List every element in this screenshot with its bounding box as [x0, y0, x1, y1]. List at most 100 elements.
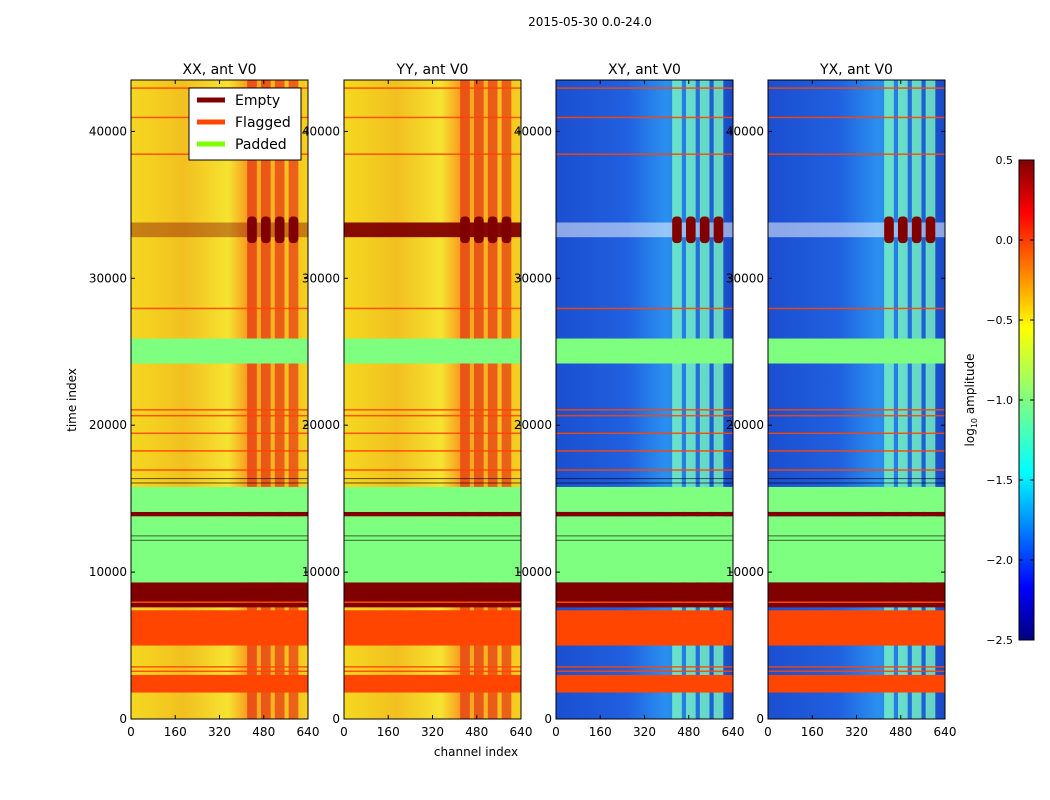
colorbar-label: log10 amplitude	[963, 354, 979, 447]
flag-line-1	[768, 670, 945, 673]
band-padded-7	[344, 486, 521, 512]
band-rule-0	[344, 539, 521, 541]
flag-line-4	[768, 450, 945, 452]
event-block-1	[473, 216, 484, 244]
event-block-2	[911, 216, 922, 244]
y-tick-label: 10000	[89, 565, 127, 579]
band-rule-1	[768, 535, 945, 537]
x-tick-label: 0	[764, 725, 772, 739]
x-tick-label: 480	[677, 725, 700, 739]
event-block-0	[884, 216, 894, 244]
flag-line-4	[131, 450, 308, 452]
band-rule-3	[131, 478, 308, 480]
band-empty-6	[344, 511, 521, 517]
panel-title: XY, ant V0	[608, 62, 681, 78]
x-tick-label: 480	[465, 725, 488, 739]
band-flagged-0	[556, 674, 733, 693]
band-rule-0	[768, 539, 945, 541]
y-tick-label: 30000	[89, 271, 127, 285]
flag-line-5	[131, 432, 308, 435]
flag-line-8	[768, 307, 945, 310]
flag-line-7	[768, 409, 945, 411]
hot-channel-3	[288, 80, 299, 719]
band-flagged-0	[768, 674, 945, 693]
band-rule-0	[131, 539, 308, 541]
flag-line-5	[768, 432, 945, 435]
event-block-1	[260, 216, 271, 244]
panel-3: YX, ant V0 0 160 320 480 640 0 10000 20000 30000 4…	[726, 62, 957, 739]
y-tick-label: 30000	[302, 271, 340, 285]
x-tick-label: 320	[208, 725, 231, 739]
event-block-3	[713, 216, 724, 244]
band-empty-2	[556, 602, 733, 608]
hot-channel-1	[685, 80, 696, 719]
colorbar: 0.5 0.0 −0.5 −1.0 −1.5 −2.0 −2.5 log10 amplitud…	[963, 154, 1035, 647]
band-empty-6	[556, 511, 733, 517]
flag-line-1	[131, 670, 308, 673]
flag-line-2	[556, 666, 733, 668]
flag-line-6	[344, 414, 521, 417]
flag-line-8	[344, 307, 521, 310]
band-empty-2	[131, 602, 308, 608]
x-tick-label: 0	[552, 725, 560, 739]
panels: XX, ant V0 0 160 320 480 640 0 10000 20000 30000 4…	[89, 62, 957, 739]
flag-line-3	[344, 469, 521, 471]
y-tick-label: 0	[544, 712, 552, 726]
y-tick-label: 10000	[514, 565, 552, 579]
band-padded-5	[768, 516, 945, 583]
flag-line-10	[768, 116, 945, 119]
colorbar-tick-label: −1.5	[986, 474, 1013, 487]
band-rule-2	[768, 482, 945, 484]
flag-line-9	[556, 153, 733, 155]
band-padded-5	[131, 516, 308, 583]
x-tick-label: 320	[845, 725, 868, 739]
flag-line-3	[131, 469, 308, 471]
band-rule-0	[556, 539, 733, 541]
band-padded-7	[131, 486, 308, 512]
x-tick-label: 0	[340, 725, 348, 739]
band-flagged-1	[344, 610, 521, 646]
event-block-2	[274, 216, 285, 244]
colorbar-tick-label: −1.0	[986, 394, 1013, 407]
colorbar-label-log: log	[963, 428, 977, 446]
band-flagged-0	[344, 674, 521, 693]
legend-label-0: Empty	[235, 93, 280, 109]
event-block-1	[685, 216, 696, 244]
x-tick-label: 160	[377, 725, 400, 739]
flag-line-11	[556, 87, 733, 89]
x-tick-label: 640	[722, 725, 745, 739]
y-tick-label: 20000	[302, 418, 340, 432]
y-tick-label: 20000	[89, 418, 127, 432]
hot-channel-2	[487, 80, 498, 719]
band-empty-6	[131, 511, 308, 517]
band-flagged-1	[556, 610, 733, 646]
hot-channel-0	[672, 80, 682, 719]
band-padded-7	[556, 486, 733, 512]
hot-channel-1	[473, 80, 484, 719]
band-rule-3	[768, 478, 945, 480]
hot-channel-0	[247, 80, 257, 719]
band-rule-2	[344, 482, 521, 484]
band-empty-6	[768, 511, 945, 517]
flag-line-5	[556, 432, 733, 435]
band-flagged-3	[344, 601, 521, 603]
band-rule-3	[344, 478, 521, 480]
band-flagged-3	[556, 601, 733, 603]
band-padded-8	[556, 338, 733, 364]
band-empty-4	[344, 582, 521, 602]
colorbar-tick-label: −2.0	[986, 554, 1013, 567]
y-tick-label: 0	[332, 712, 340, 726]
event-block-3	[288, 216, 299, 244]
flag-line-7	[131, 409, 308, 411]
band-rule-2	[131, 482, 308, 484]
y-axis-label: time index	[65, 368, 79, 432]
y-tick-label: 0	[756, 712, 764, 726]
colorbar-label-sub: 10	[970, 418, 979, 428]
hot-channel-1	[897, 80, 908, 719]
flag-line-7	[556, 409, 733, 411]
band-padded-5	[344, 516, 521, 583]
band-empty-2	[344, 602, 521, 608]
band-padded-5	[556, 516, 733, 583]
flag-line-4	[556, 450, 733, 452]
y-tick-label: 40000	[726, 124, 764, 138]
